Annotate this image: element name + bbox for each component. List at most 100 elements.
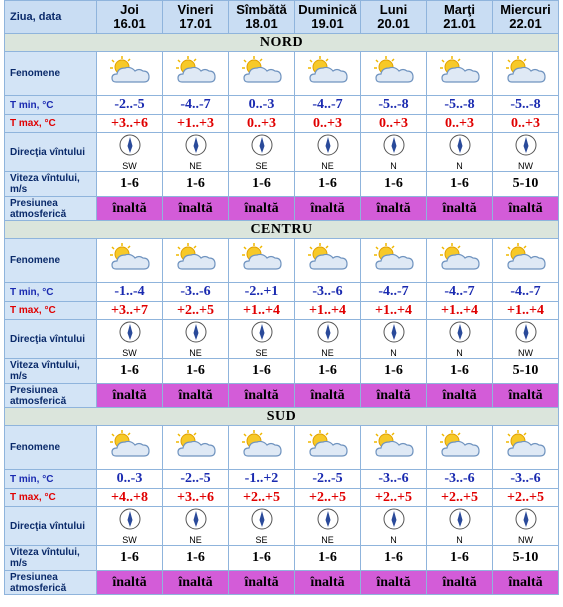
wind-direction: NE — [321, 347, 334, 358]
cell: -5..-8 — [492, 95, 559, 115]
cell-value: +1..+4 — [507, 302, 544, 318]
cell: -3..-6 — [294, 282, 361, 302]
cell-value: -3..-6 — [180, 284, 211, 299]
cell-value: 5-10 — [512, 363, 539, 378]
cell-value: înaltă — [112, 574, 147, 590]
wind-direction: N — [456, 347, 463, 358]
data-row: Viteza vîntului, m/s 1-6 1-6 1-6 1-6 1-6 1-6 5-… — [4, 545, 559, 571]
cell-value: -3..-6 — [510, 471, 541, 486]
cell: 1-6 — [228, 358, 295, 384]
cell: 1-6 — [360, 545, 427, 571]
cell-value: 0..+3 — [313, 115, 342, 131]
cell: 0..+3 — [492, 114, 559, 133]
cell-value: -2..+1 — [244, 284, 279, 299]
cell: înaltă — [228, 383, 295, 408]
cell: -1..+2 — [228, 469, 295, 489]
wind-direction: N — [390, 160, 397, 171]
row-label: Fenomene — [4, 51, 97, 96]
weather-icon — [109, 430, 150, 457]
cell: -2..-5 — [162, 469, 229, 489]
wind-compass — [251, 134, 272, 155]
cell — [96, 238, 163, 283]
cell-value: 1-6 — [252, 176, 271, 191]
cell-value: -5..-8 — [444, 97, 475, 112]
weather-icon — [505, 243, 546, 270]
cell-value: 1-6 — [384, 176, 403, 191]
weather-icon — [373, 430, 414, 457]
wind-compass — [119, 134, 140, 155]
cell — [360, 425, 427, 470]
weather-icon — [109, 243, 150, 270]
cell: +4..+8 — [96, 488, 163, 507]
cell: NW — [492, 319, 559, 359]
cell: înaltă — [426, 196, 493, 221]
cell: 1-6 — [162, 545, 229, 571]
cell: N — [360, 132, 427, 172]
wind-direction: N — [390, 534, 397, 545]
day-date: 18.01 — [245, 16, 278, 31]
cell — [228, 425, 295, 470]
cell-value: înaltă — [112, 200, 147, 216]
day-date: 20.01 — [377, 16, 410, 31]
cell: înaltă — [162, 196, 229, 221]
cell: +2..+5 — [360, 488, 427, 507]
wind-compass — [449, 508, 470, 529]
wind-direction: N — [390, 347, 397, 358]
cell-value: -4..-7 — [378, 284, 409, 299]
cell: 1-6 — [426, 358, 493, 384]
cell-value: -5..-8 — [510, 97, 541, 112]
cell: -2..-5 — [96, 95, 163, 115]
cell-value: +3..+6 — [177, 489, 214, 505]
data-row: Presiunea atmosferică înaltă înaltă înaltă î… — [4, 570, 559, 595]
cell: înaltă — [426, 570, 493, 595]
cell: înaltă — [228, 196, 295, 221]
day-header: Marţi 21.01 — [426, 0, 493, 34]
cell-value: 1-6 — [186, 176, 205, 191]
cell: +1..+4 — [492, 301, 559, 320]
row-label: T min, °C — [4, 95, 97, 115]
cell: +1..+4 — [228, 301, 295, 320]
cell: 1-6 — [96, 545, 163, 571]
wind-compass — [185, 508, 206, 529]
cell-value: înaltă — [244, 574, 279, 590]
row-label: T max, °C — [4, 114, 97, 133]
wind-compass — [119, 321, 140, 342]
cell-value: -3..-6 — [312, 284, 343, 299]
cell-value: înaltă — [178, 387, 213, 403]
row-label: Fenomene — [4, 425, 97, 470]
cell — [228, 51, 295, 96]
cell: 1-6 — [228, 171, 295, 197]
region-name: NORD — [4, 33, 559, 52]
cell-value: înaltă — [508, 574, 543, 590]
cell: 1-6 — [426, 545, 493, 571]
cell-value: -3..-6 — [444, 471, 475, 486]
cell: +2..+5 — [228, 488, 295, 507]
weather-icon — [439, 430, 480, 457]
cell: 1-6 — [360, 171, 427, 197]
cell — [492, 238, 559, 283]
cell-value: -4..-7 — [444, 284, 475, 299]
cell: -1..-4 — [96, 282, 163, 302]
cell-value: înaltă — [310, 574, 345, 590]
day-name: Miercuri — [500, 2, 551, 17]
cell: -3..-6 — [360, 469, 427, 489]
weather-icon — [373, 56, 414, 83]
cell: NW — [492, 506, 559, 546]
cell-value: 1-6 — [120, 363, 139, 378]
row-label: Viteza vîntului, m/s — [4, 358, 97, 384]
cell-value: -1..-4 — [114, 284, 145, 299]
data-row: T min, °C 0..-3 -2..-5 -1..+2 -2..-5 -3..-6 -3… — [4, 469, 559, 489]
day-header: Sîmbătă 18.01 — [228, 0, 295, 34]
forecast-table: Ziua, data Joi 16.01 Vineri 17.01 Sîmbătă 18.0… — [4, 0, 559, 595]
cell: 1-6 — [294, 358, 361, 384]
cell: înaltă — [96, 383, 163, 408]
row-label: Direcţia vîntului — [4, 506, 97, 546]
wind-direction: SE — [255, 347, 268, 358]
cell: 1-6 — [294, 545, 361, 571]
region-name: CENTRU — [4, 220, 559, 239]
cell-value: +1..+4 — [441, 302, 478, 318]
cell: 0..+3 — [426, 114, 493, 133]
cell — [96, 425, 163, 470]
cell-value: înaltă — [112, 387, 147, 403]
weather-icon — [175, 56, 216, 83]
